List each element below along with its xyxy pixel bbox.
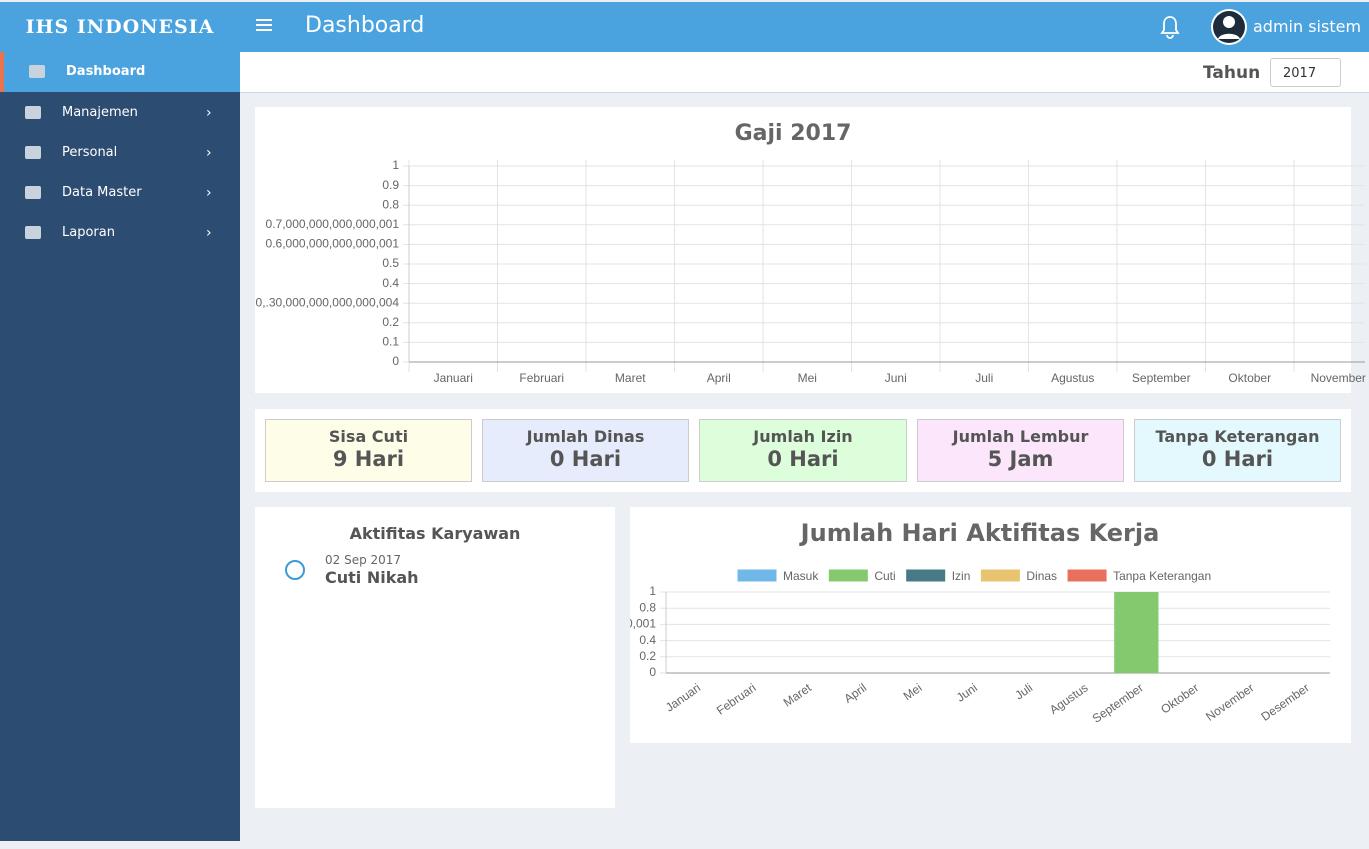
y-tick-label: 1 <box>649 584 656 598</box>
salary-panel <box>255 107 1351 393</box>
sub-header <box>240 52 1369 93</box>
chart-title: Gaji 2017 <box>735 121 852 146</box>
x-tick-label: Januari <box>434 371 473 385</box>
year-select[interactable]: 2017 <box>1270 58 1341 87</box>
legend-swatch <box>827 568 869 583</box>
activity-title: Aktifitas Karyawan <box>349 524 521 543</box>
summary-card: Jumlah Lembur 5 Jam <box>917 419 1124 482</box>
brand[interactable]: IHS INDONESIA <box>25 16 215 38</box>
y-tick-label: 0.2 <box>382 315 399 329</box>
sidebar <box>0 52 240 841</box>
user-avatar[interactable] <box>1211 9 1247 45</box>
x-tick-label: Juni <box>954 681 980 705</box>
chart-title: Jumlah Hari Aktifitas Kerja <box>799 519 1160 547</box>
menu-label: Personal <box>62 145 118 160</box>
top-bar <box>0 2 1369 52</box>
x-tick-label: Juli <box>1012 681 1035 703</box>
x-tick-label: September <box>1090 681 1146 726</box>
x-tick-label: Mei <box>901 681 925 704</box>
legend-swatch <box>905 568 947 583</box>
menu-label: Data Master <box>62 185 142 200</box>
legend-label: Tanpa Keterangan <box>1113 569 1211 583</box>
activity-text: Cuti Nikah <box>325 568 419 587</box>
menu-item[interactable]: Manajemen › <box>0 93 240 133</box>
card-label: Tanpa Keterangan <box>1155 427 1320 446</box>
y-tick-label: 0.6,000,000,000,000,001 <box>523 617 657 631</box>
legend-label: Cuti <box>874 569 895 583</box>
menu-item[interactable]: Data Master › <box>0 173 240 213</box>
menu-item[interactable]: Personal › <box>0 133 240 173</box>
activity-date: 02 Sep 2017 <box>325 553 402 567</box>
x-tick-label: September <box>1132 371 1191 385</box>
summary-card: Sisa Cuti 9 Hari <box>265 419 472 482</box>
y-tick-label: 0.7,000,000,000,000,001 <box>266 217 400 231</box>
y-tick-label: 0.6,000,000,000,000,001 <box>266 237 400 251</box>
year-label: Tahun <box>1203 63 1261 83</box>
y-tick-label: 0 <box>649 665 656 679</box>
x-tick-label: Juni <box>885 371 907 385</box>
summary-card: Jumlah Izin 0 Hari <box>699 419 907 482</box>
y-tick-label: 0.4 <box>382 276 399 290</box>
card-label: Jumlah Dinas <box>526 427 645 446</box>
y-tick-label: 0.2 <box>639 649 656 663</box>
x-tick-label: November <box>1203 681 1256 724</box>
y-tick-label: 0,.30,000,000,000,000,004 <box>256 295 400 309</box>
legend-swatch <box>979 568 1021 583</box>
menu-label: Manajemen <box>62 105 138 120</box>
y-tick-label: 0.9 <box>382 178 399 192</box>
x-tick-label: April <box>842 681 870 706</box>
y-tick-label: 0.5 <box>382 256 399 270</box>
menu-label: Dashboard <box>66 64 146 79</box>
timeline-dot <box>285 560 305 580</box>
y-tick-label: 0.8 <box>382 197 399 211</box>
activity-panel <box>255 507 615 808</box>
summary-card: Jumlah Dinas 0 Hari <box>482 419 689 482</box>
card-value: 0 Hari <box>767 447 839 471</box>
y-tick-label: 0.8 <box>639 600 656 614</box>
x-tick-label: Oktober <box>1158 681 1201 717</box>
x-tick-label: April <box>707 371 731 385</box>
card-label: Sisa Cuti <box>328 427 409 446</box>
x-tick-label: Maret <box>615 371 646 385</box>
x-tick-label: Maret <box>781 680 815 709</box>
x-tick-label: November <box>1311 371 1366 385</box>
user-name[interactable]: admin sistem <box>1253 17 1362 36</box>
x-tick-label: Februari <box>519 371 564 385</box>
x-tick-label: Agustus <box>1051 371 1094 385</box>
menu-toggle[interactable] <box>256 18 274 32</box>
header-title: Dashboard <box>305 13 425 38</box>
y-tick-label: 1 <box>392 158 399 172</box>
summary-card: Tanpa Keterangan 0 Hari <box>1134 419 1341 482</box>
menu-item[interactable]: Laporan › <box>0 213 240 253</box>
card-value: 9 Hari <box>332 447 405 471</box>
notification-bell[interactable] <box>1158 14 1182 40</box>
x-tick-label: Oktober <box>1228 371 1271 385</box>
legend-label: Dinas <box>1026 569 1057 583</box>
legend-label: Izin <box>952 569 971 583</box>
card-value: 5 Jam <box>987 447 1054 471</box>
menu-label: Laporan <box>62 225 115 240</box>
x-tick-label: Januari <box>663 681 703 715</box>
x-tick-label: Agustus <box>1047 681 1091 717</box>
bar-segment <box>1114 592 1159 673</box>
legend-label: Masuk <box>783 569 819 583</box>
work-panel <box>630 507 1351 743</box>
y-tick-label: 0.1 <box>382 335 399 349</box>
x-tick-label: Februari <box>714 681 759 718</box>
legend-swatch <box>736 568 778 583</box>
menu-item[interactable]: Dashboard <box>0 52 240 92</box>
y-tick-label: 0.4 <box>639 633 656 647</box>
y-tick-label: 0 <box>392 354 399 368</box>
card-label: Jumlah Lembur <box>952 427 1089 446</box>
legend-swatch <box>1066 568 1108 583</box>
card-value: 0 Hari <box>549 447 622 471</box>
card-value: 0 Hari <box>1201 447 1274 471</box>
card-label: Jumlah Izin <box>753 427 853 446</box>
x-tick-label: Juli <box>975 371 993 385</box>
x-tick-label: Mei <box>798 371 817 385</box>
x-tick-label: Desember <box>1258 681 1311 724</box>
